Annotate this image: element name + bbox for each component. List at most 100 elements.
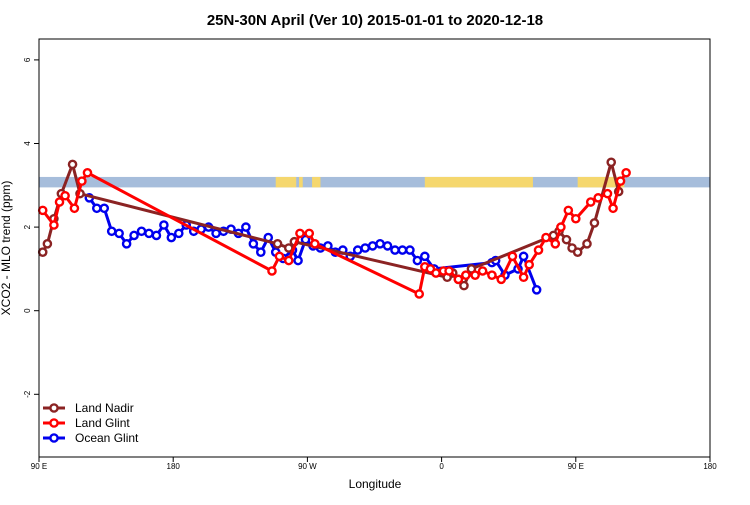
data-point xyxy=(606,157,617,168)
data-point xyxy=(375,239,385,249)
data-point xyxy=(106,226,117,237)
y-axis: -2 0 2 4 6 xyxy=(23,57,39,398)
data-point xyxy=(136,226,147,237)
data-point xyxy=(248,239,259,249)
data-point xyxy=(82,167,93,178)
data-point xyxy=(310,239,320,249)
y-tick-label: -2 xyxy=(23,390,32,398)
data-point xyxy=(412,255,423,266)
data-point xyxy=(267,266,277,276)
y-tick-label: 6 xyxy=(23,57,32,62)
data-point xyxy=(67,159,78,170)
data-point xyxy=(283,255,294,266)
data-point xyxy=(593,193,603,203)
data-point xyxy=(37,247,48,257)
land-band-segment xyxy=(424,176,533,188)
data-point xyxy=(211,228,221,239)
x-tick-label: 180 xyxy=(703,462,717,471)
data-point xyxy=(121,239,132,249)
series-land-glint xyxy=(37,167,631,299)
legend-item: Ocean Glint xyxy=(43,431,139,445)
data-point xyxy=(453,274,464,285)
data-point xyxy=(550,239,561,249)
legend-swatch-marker xyxy=(49,403,59,413)
plot-frame xyxy=(38,38,711,458)
legend-label: Land Glint xyxy=(75,416,130,430)
x-tick-label: 90 E xyxy=(568,462,584,471)
data-point xyxy=(159,220,169,230)
y-tick-label: 2 xyxy=(23,224,32,229)
data-point xyxy=(390,245,400,255)
land-band-segment xyxy=(299,176,303,188)
x-tick-label: 0 xyxy=(439,462,444,471)
data-point xyxy=(241,222,251,232)
data-point xyxy=(49,220,59,230)
data-point xyxy=(420,251,430,262)
legend-label: Ocean Glint xyxy=(75,431,139,445)
land-band-segment xyxy=(312,176,321,188)
legend-item: Land Glint xyxy=(43,416,130,430)
data-point xyxy=(572,247,583,257)
legend-swatch-marker xyxy=(49,418,59,428)
data-point xyxy=(91,203,102,214)
data-point xyxy=(487,270,497,280)
data-point xyxy=(459,280,469,291)
data-point xyxy=(477,266,488,276)
legend-label: Land Nadir xyxy=(75,401,134,415)
data-point xyxy=(518,272,529,283)
series-layer xyxy=(37,157,631,299)
data-point xyxy=(541,232,551,243)
y-tick-label: 0 xyxy=(23,308,32,313)
data-point xyxy=(382,241,393,251)
x-tick-label: 180 xyxy=(167,462,181,471)
data-point xyxy=(360,243,370,253)
data-point xyxy=(582,239,592,249)
data-point xyxy=(77,176,87,186)
data-point xyxy=(144,228,154,239)
data-point xyxy=(556,222,566,232)
data-point xyxy=(518,251,529,262)
data-point xyxy=(444,266,454,276)
data-point xyxy=(304,228,315,239)
data-point xyxy=(608,203,618,214)
legend-item: Land Nadir xyxy=(43,401,134,415)
data-point xyxy=(414,289,425,299)
data-point xyxy=(533,245,544,255)
data-point xyxy=(563,205,574,216)
data-point xyxy=(173,228,184,239)
x-axis: 90 E 180 90 W 0 90 E 180 xyxy=(31,457,717,471)
data-point xyxy=(621,167,631,178)
data-point xyxy=(274,251,285,262)
data-point xyxy=(114,228,124,239)
land-band-segment xyxy=(275,176,297,188)
chart-title: 25N-30N April (Ver 10) 2015-01-01 to 202… xyxy=(207,12,543,29)
data-point xyxy=(60,190,70,201)
land-band-segment xyxy=(577,176,625,188)
legend-swatch-marker xyxy=(49,433,59,443)
data-point xyxy=(295,228,305,239)
ocean-band xyxy=(39,176,710,188)
y-axis-label: XCO2 - MLO trend (ppm) xyxy=(0,181,13,316)
data-point xyxy=(524,259,535,270)
data-point xyxy=(461,270,471,280)
data-point xyxy=(69,203,80,214)
data-point xyxy=(615,176,626,186)
data-point xyxy=(496,274,507,285)
x-tick-label: 90 E xyxy=(31,462,47,471)
data-point xyxy=(166,232,177,243)
data-point xyxy=(256,247,266,257)
data-point xyxy=(367,241,378,251)
data-point xyxy=(431,268,441,278)
land-ocean-band xyxy=(39,176,710,188)
data-point xyxy=(589,218,600,228)
data-point xyxy=(405,245,415,255)
data-point xyxy=(42,239,53,249)
data-point xyxy=(151,230,162,241)
data-point xyxy=(397,245,408,255)
data-point xyxy=(571,213,581,224)
data-point xyxy=(129,230,139,241)
data-point xyxy=(37,205,48,216)
